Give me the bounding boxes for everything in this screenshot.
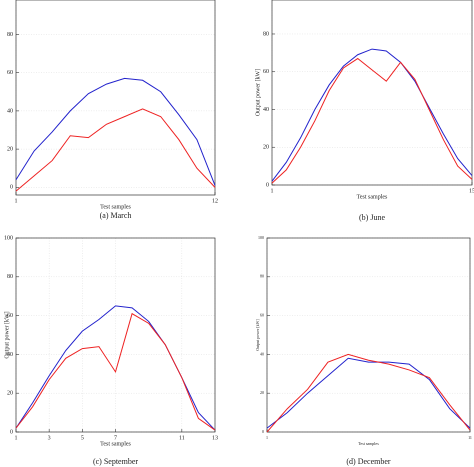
y-tick-label: 60 — [7, 313, 13, 319]
x-tick-label: 3 — [48, 435, 51, 441]
x-tick-label: 12 — [212, 198, 218, 204]
y-tick-label: 0 — [10, 185, 13, 191]
y-tick-label: 80 — [263, 31, 269, 37]
y-tick-label: 20 — [260, 390, 264, 395]
y-tick-label: 40 — [7, 352, 13, 358]
y-tick-label: 80 — [7, 274, 13, 280]
series-line — [15, 77, 216, 186]
y-tick-label: 100 — [4, 235, 13, 241]
series-line — [271, 57, 473, 184]
y-tick-label: 60 — [263, 69, 269, 75]
x-tick-label: 11 — [468, 435, 472, 440]
y-axis-label: Output power [kW] — [4, 311, 10, 358]
y-tick-label: 80 — [260, 274, 264, 279]
y-tick-label: 100 — [258, 235, 264, 240]
x-tick-label: 1 — [266, 435, 268, 440]
y-axis-label: Output power [kW] — [255, 319, 260, 351]
x-axis-label: Test samples — [357, 194, 388, 200]
y-tick-label: 80 — [7, 32, 13, 38]
plot-frame — [15, 0, 216, 196]
x-axis-label: Test samples — [358, 441, 379, 446]
x-tick-label: 1 — [15, 435, 18, 441]
x-axis-label: Test samples — [100, 204, 131, 210]
x-tick-label: 5 — [81, 435, 84, 441]
y-tick-label: 40 — [263, 107, 269, 113]
y-tick-label: 20 — [7, 391, 13, 397]
caption: (a) March — [100, 211, 132, 220]
plot-frame — [15, 237, 216, 433]
y-axis-label: Output power [kW] — [255, 69, 261, 116]
x-tick-label: 1 — [15, 198, 18, 204]
plot-frame — [266, 237, 471, 433]
x-tick-label: 11 — [179, 435, 185, 441]
series-line — [15, 312, 216, 431]
series-line — [266, 353, 471, 433]
x-axis-label: Test samples — [100, 441, 131, 447]
y-tick-label: 0 — [266, 182, 269, 188]
x-tick-label: 7 — [114, 435, 117, 441]
y-tick-label: 20 — [7, 146, 13, 152]
caption: (d) December — [346, 457, 391, 466]
y-tick-label: 40 — [260, 351, 264, 356]
series-line — [266, 357, 471, 429]
y-tick-label: 60 — [7, 70, 13, 76]
caption: (c) September — [93, 457, 138, 466]
plot-frame — [271, 0, 473, 186]
caption: (b) June — [359, 213, 385, 222]
y-tick-label: 0 — [10, 429, 13, 435]
x-tick-label: 15 — [469, 188, 474, 194]
y-tick-label: 40 — [7, 108, 13, 114]
series-line — [15, 108, 216, 192]
x-tick-label: 13 — [212, 435, 218, 441]
series-line — [271, 48, 473, 182]
y-tick-label: 0 — [262, 429, 264, 434]
x-tick-label: 1 — [271, 188, 274, 194]
y-tick-label: 60 — [260, 313, 264, 318]
y-tick-label: 20 — [263, 145, 269, 151]
